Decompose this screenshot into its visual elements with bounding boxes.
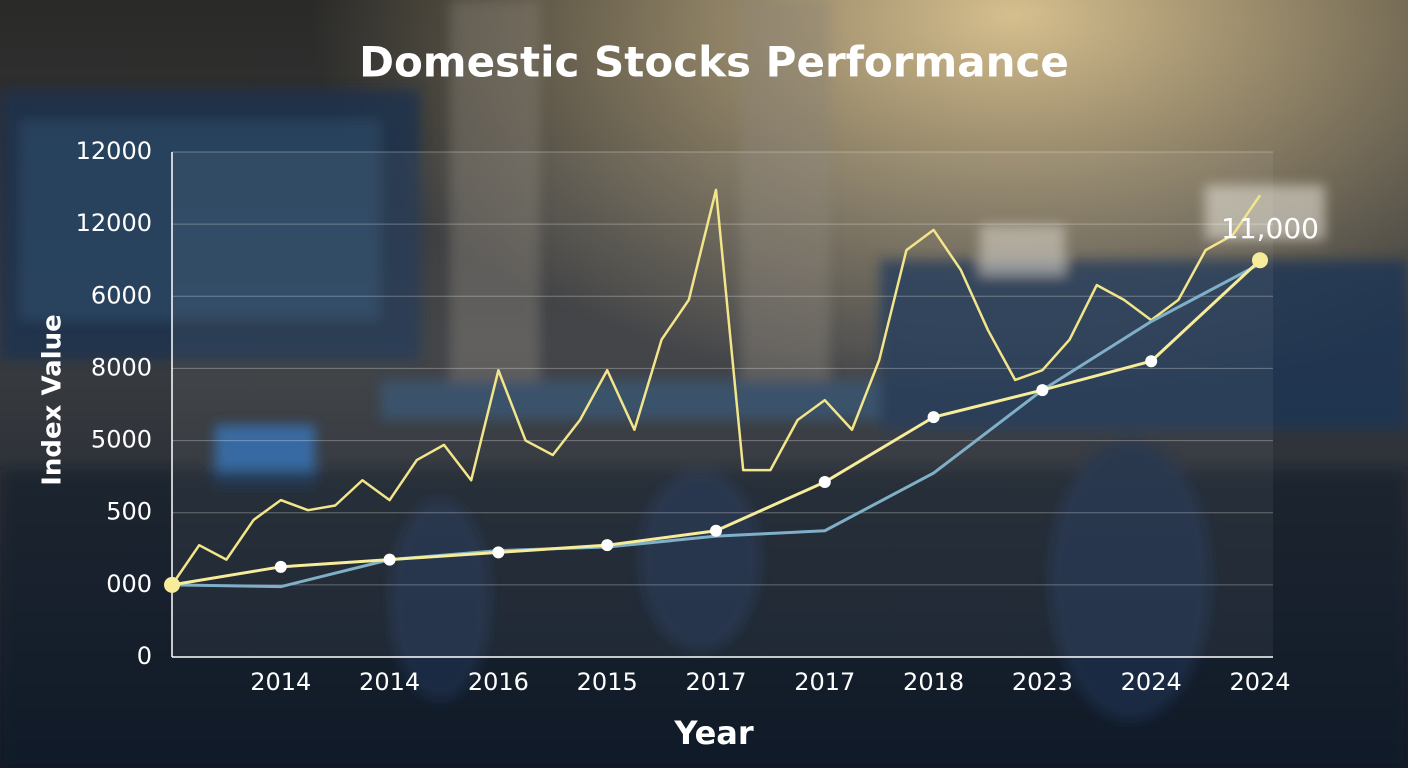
data-point [1036, 384, 1049, 397]
y-tick-label: 8000 [91, 353, 152, 381]
data-point [383, 553, 396, 566]
x-tick-label: 2024 [1121, 668, 1182, 696]
y-tick-label: 12000 [76, 209, 152, 237]
x-tick-label: 2018 [903, 668, 964, 696]
data-point [492, 546, 505, 559]
data-point [927, 411, 940, 424]
x-tick-label: 2015 [577, 668, 638, 696]
x-tick-label: 2023 [1012, 668, 1073, 696]
x-tick-label: 2017 [685, 668, 746, 696]
x-tick-label: 2024 [1229, 668, 1290, 696]
x-tick-label: 2014 [250, 668, 311, 696]
chart-title: Domestic Stocks Performance [359, 38, 1069, 87]
x-tick-label: 2016 [468, 668, 529, 696]
x-tick-label: 2017 [794, 668, 855, 696]
y-tick-label: 0 [137, 642, 152, 670]
x-axis-label: Year [673, 714, 754, 752]
x-tick-label: 2014 [359, 668, 420, 696]
y-tick-label: 6000 [91, 281, 152, 309]
data-point [274, 560, 287, 573]
data-point [1145, 355, 1158, 368]
y-tick-label: 500 [106, 498, 152, 526]
data-point [601, 539, 614, 552]
y-tick-label: 12000 [76, 137, 152, 165]
data-point [1252, 252, 1268, 269]
data-point [710, 524, 722, 537]
data-point [818, 476, 831, 489]
data-point [164, 576, 180, 593]
y-tick-label: 5000 [91, 426, 152, 454]
y-tick-label: 000 [106, 570, 152, 598]
y-axis-label: Index Value [38, 314, 68, 486]
data-label: 11,000 [1221, 212, 1319, 245]
series-line [170, 188, 1262, 586]
